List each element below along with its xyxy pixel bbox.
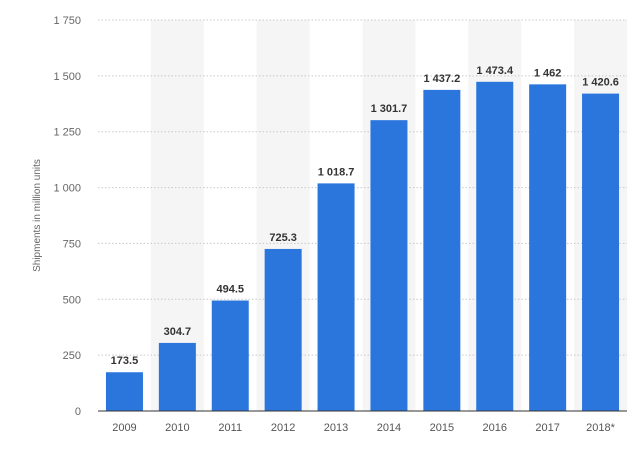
x-tick-label: 2012 bbox=[271, 422, 295, 434]
bar-value-label: 1 301.7 bbox=[371, 103, 408, 115]
x-tick-label: 2015 bbox=[430, 422, 454, 434]
y-tick-label: 500 bbox=[63, 294, 81, 306]
y-tick-label: 750 bbox=[63, 238, 81, 250]
x-tick-label: 2010 bbox=[165, 422, 189, 434]
bar-value-label: 1 420.6 bbox=[582, 77, 619, 89]
bar bbox=[211, 300, 249, 411]
bar-value-label: 304.7 bbox=[164, 326, 192, 338]
y-tick-label: 250 bbox=[63, 350, 81, 362]
x-tick-label: 2016 bbox=[483, 422, 507, 434]
y-axis-ticks: 0 250 500 750 1 000 1 250 1 500 1 750 bbox=[53, 15, 81, 418]
y-tick-label: 1 250 bbox=[53, 127, 81, 139]
bar-value-label: 1 462 bbox=[534, 67, 562, 79]
bar-value-label: 725.3 bbox=[269, 232, 297, 244]
bar bbox=[476, 81, 514, 411]
bar bbox=[423, 89, 461, 411]
x-tick-label: 2013 bbox=[324, 422, 348, 434]
x-tick-label: 2014 bbox=[377, 422, 401, 434]
y-tick-label: 0 bbox=[75, 406, 81, 418]
bar bbox=[317, 183, 355, 411]
x-tick-label: 2017 bbox=[535, 422, 559, 434]
bar-value-label: 1 437.2 bbox=[423, 73, 460, 85]
bar-value-label: 173.5 bbox=[111, 355, 139, 367]
bar-value-label: 1 018.7 bbox=[318, 166, 355, 178]
x-tick-label: 2009 bbox=[112, 422, 136, 434]
bar bbox=[370, 120, 408, 411]
y-tick-label: 1 500 bbox=[53, 71, 81, 83]
x-tick-label: 2011 bbox=[218, 422, 242, 434]
bar-value-label: 1 473.4 bbox=[476, 65, 514, 77]
bar bbox=[158, 342, 196, 411]
y-axis-title: Shipments in million units bbox=[32, 159, 43, 272]
bar bbox=[529, 84, 567, 412]
bar bbox=[582, 93, 620, 411]
y-tick-label: 1 000 bbox=[53, 183, 81, 195]
bars bbox=[105, 81, 620, 412]
bar bbox=[264, 248, 302, 411]
bar-value-label: 494.5 bbox=[216, 284, 244, 296]
x-tick-label: 2018* bbox=[586, 422, 615, 434]
data-labels: 173.5 304.7 494.5 725.3 1 018.7 1 301.7 1 437.… bbox=[111, 65, 619, 367]
x-axis-ticks: 2009 2010 2011 2012 2013 2014 2015 2016 2017 2018… bbox=[112, 422, 615, 434]
y-tick-label: 1 750 bbox=[53, 15, 81, 27]
bar bbox=[105, 372, 143, 411]
